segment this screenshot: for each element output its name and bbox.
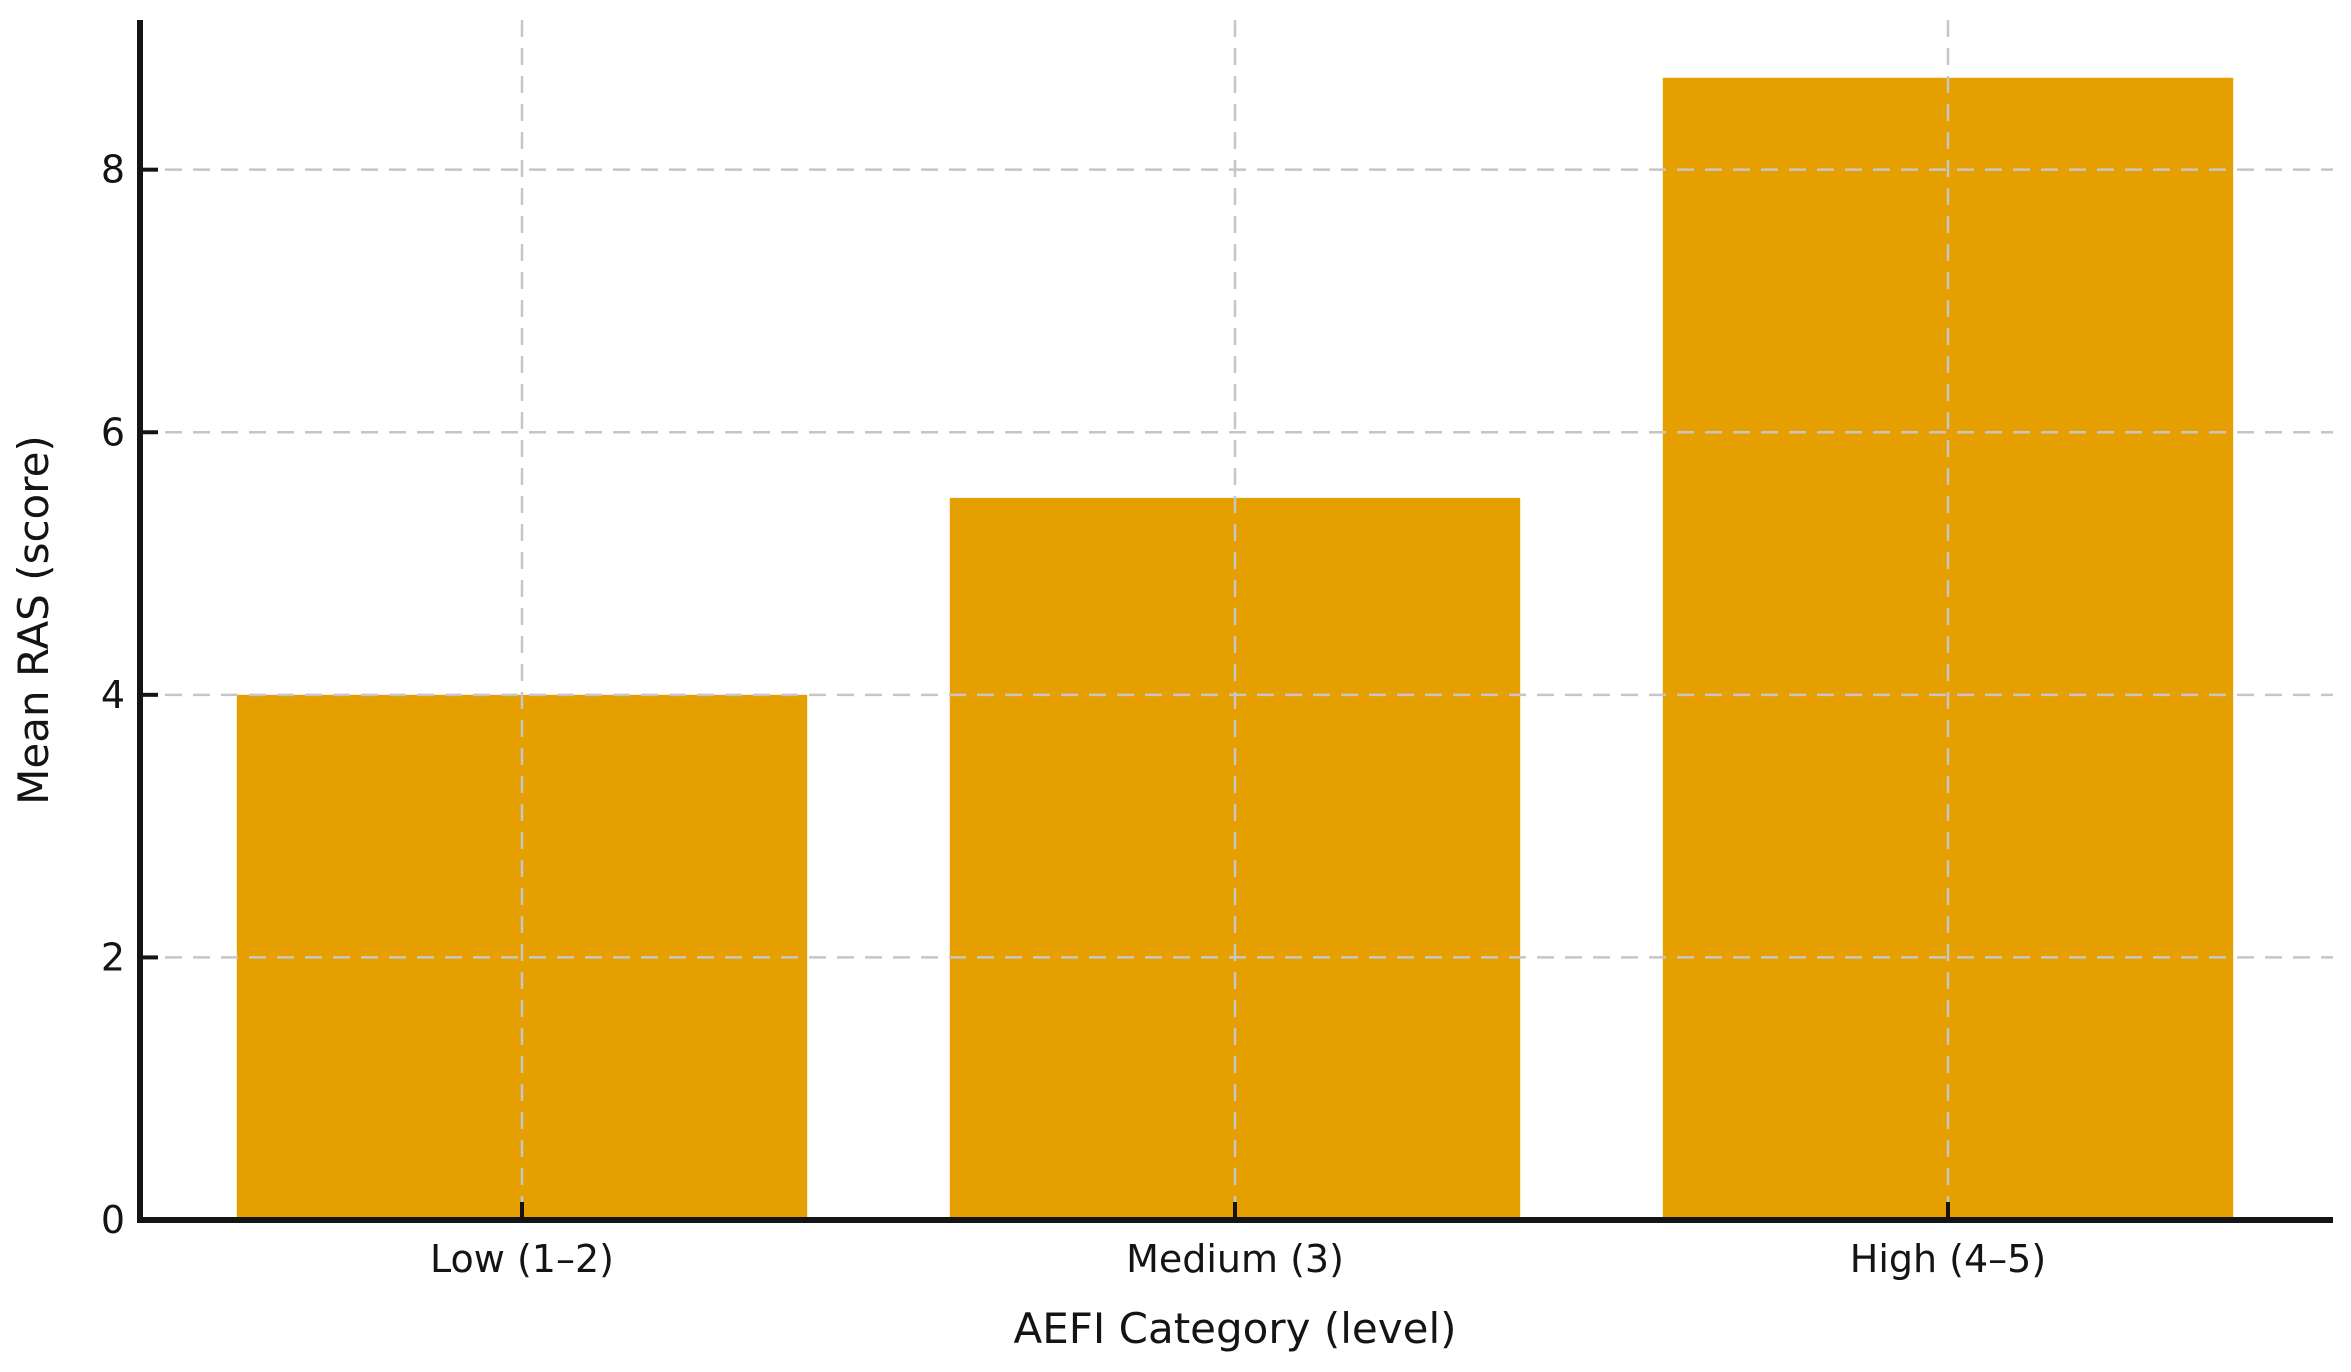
x-tick-label: Medium (3) (1126, 1237, 1344, 1281)
bar (949, 497, 1521, 1220)
y-tick-label: 0 (101, 1198, 125, 1242)
x-axis-label: AEFI Category (level) (1013, 1304, 1456, 1353)
y-tick-label: 2 (101, 935, 125, 979)
y-tick-label: 4 (101, 673, 125, 717)
x-tick-label: High (4–5) (1850, 1237, 2046, 1281)
x-axis-spine (137, 1217, 2333, 1223)
y-axis-spine (137, 20, 143, 1223)
y-axis-label: Mean RAS (score) (9, 435, 58, 805)
x-tick-label: Low (1–2) (430, 1237, 614, 1281)
y-tick-label: 6 (101, 410, 125, 454)
y-tick-label: 8 (101, 148, 125, 192)
